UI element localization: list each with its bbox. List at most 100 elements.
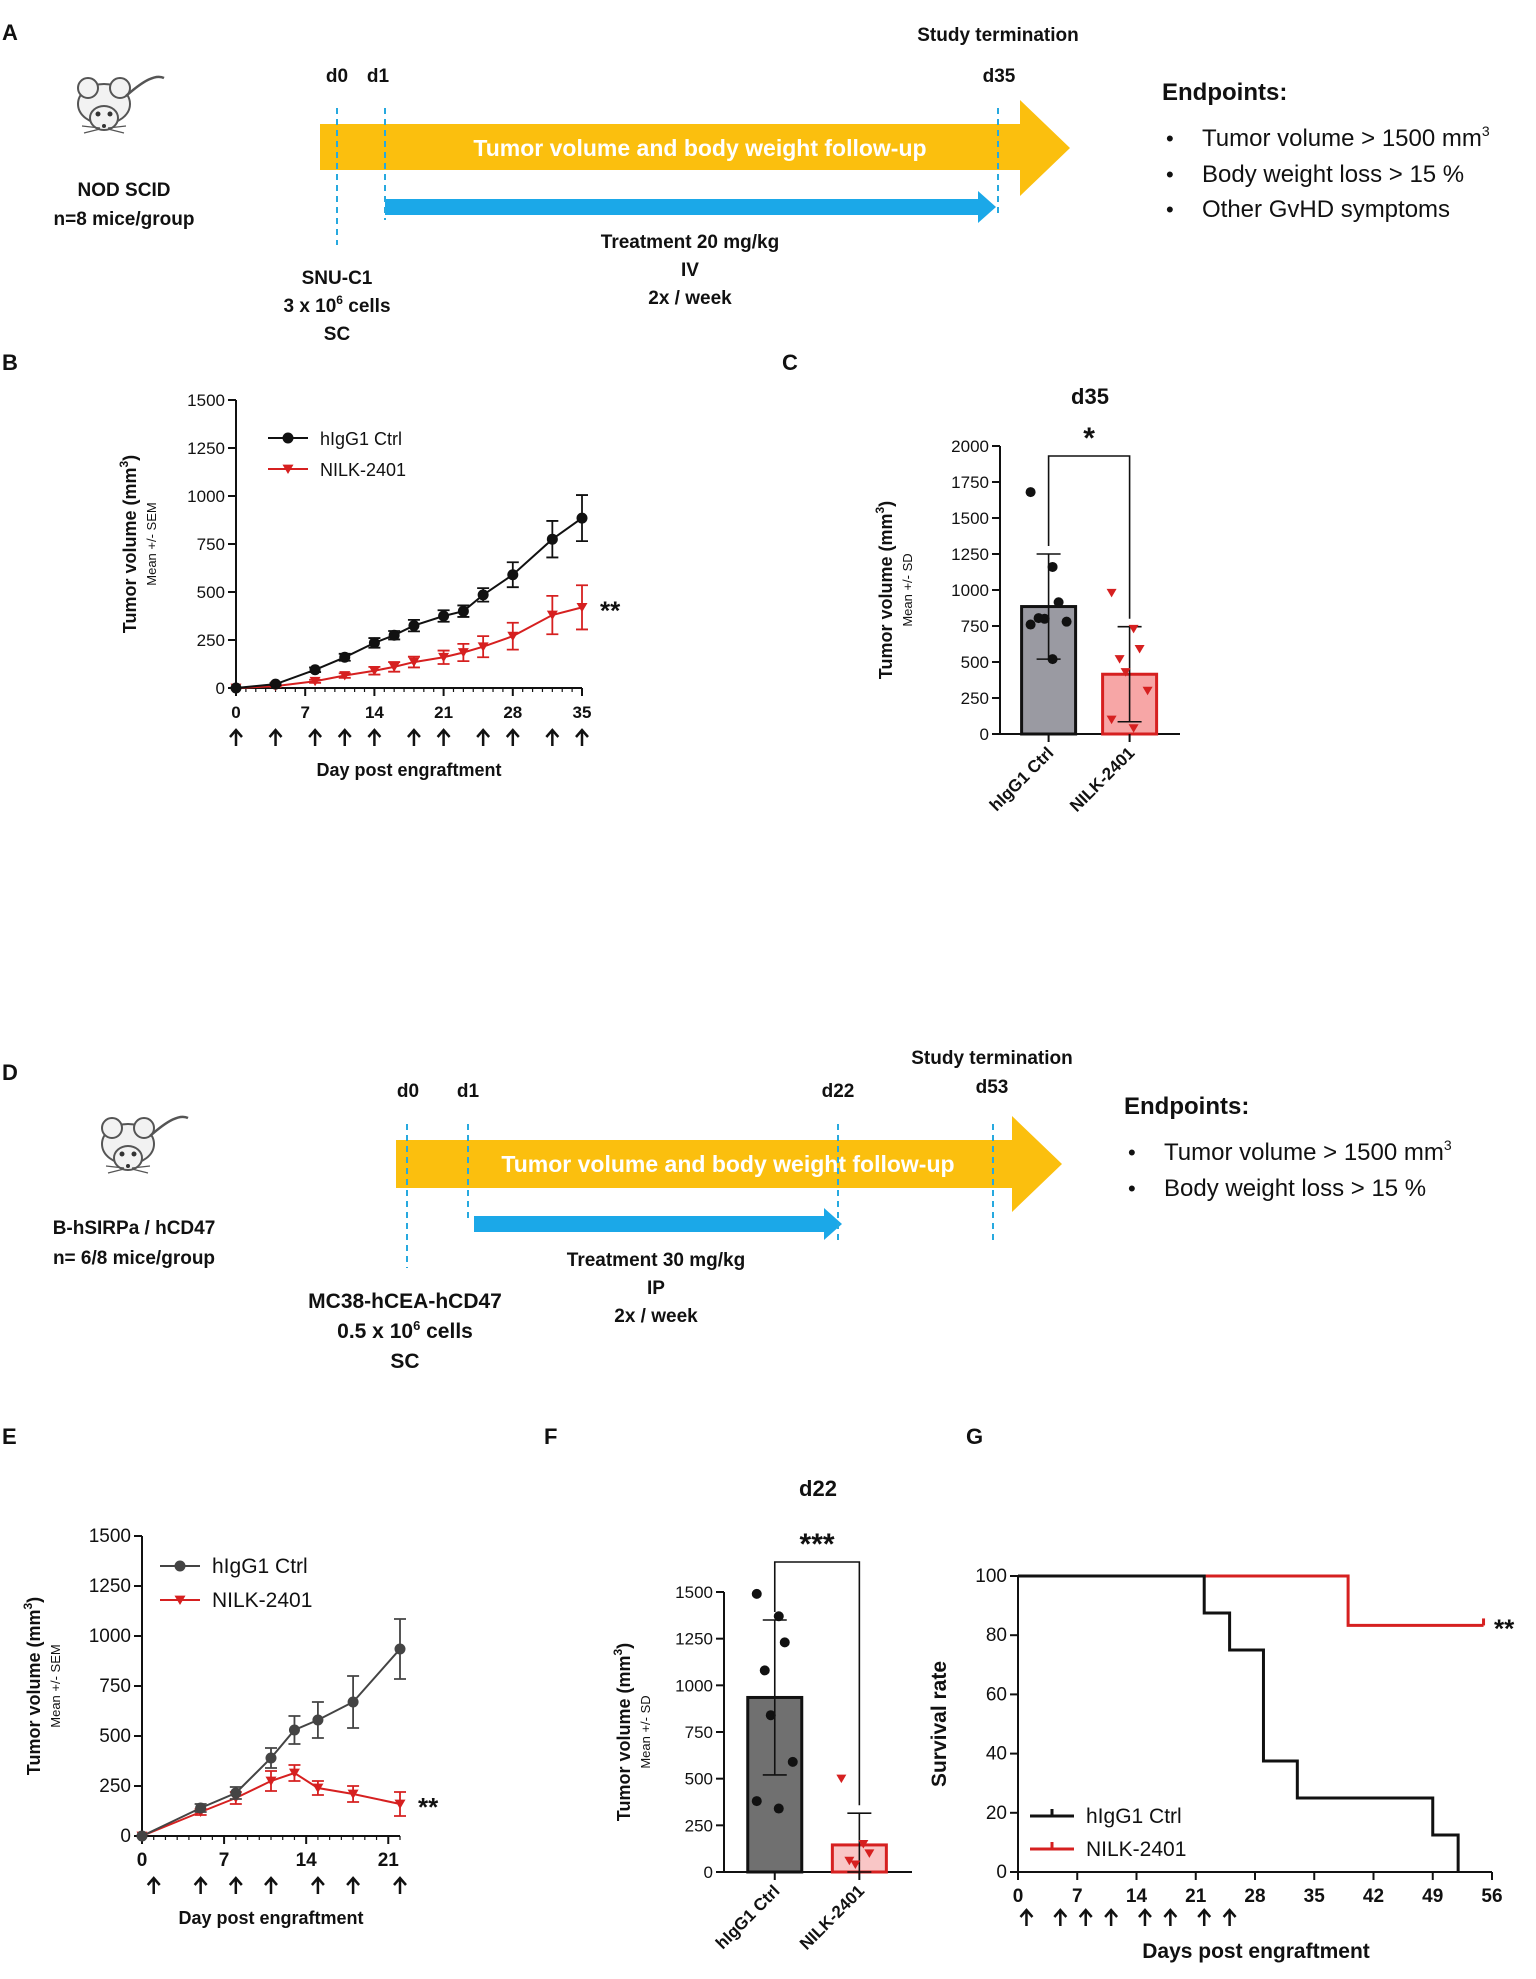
survival-curve — [1018, 1574, 1484, 1627]
treatment-route: IP — [647, 1278, 665, 1299]
chart-e: E 0 250 500 750 1000 1250 1500 0 7 14 21 Day post en… — [2, 1424, 439, 1928]
endpoints-title: Endpoints: — [1124, 1093, 1249, 1120]
dosing-arrow — [505, 728, 520, 746]
data-point — [773, 1611, 784, 1622]
y-axis-sublabel: Mean +/- SEM — [48, 1644, 63, 1727]
data-point — [1047, 654, 1058, 665]
x-axis-label: Day post engraftment — [316, 760, 501, 780]
data-point — [1025, 487, 1036, 498]
y-axis-label: Tumor volume (mm3) — [21, 1597, 44, 1775]
chart-f: F 0 250 500 750 1000 1250 1500 Tumor volume (mm3… — [544, 1424, 912, 1954]
data-point — [1120, 668, 1131, 677]
data-point — [339, 671, 351, 681]
y-tick-label: 250 — [99, 1776, 131, 1797]
cells-count-prefix: 3 x 10 — [283, 296, 336, 317]
y-axis-label: Tumor volume (mm3) — [117, 455, 140, 633]
x-tick-label: 7 — [1072, 1886, 1083, 1907]
y-tick-label: 80 — [986, 1625, 1007, 1646]
x-tick-label: hIgG1 Ctrl — [712, 1881, 784, 1953]
y-tick-label: 1500 — [89, 1526, 131, 1547]
data-point — [1047, 561, 1058, 572]
x-tick-label: NILK-2401 — [796, 1881, 868, 1953]
data-point — [312, 1714, 324, 1726]
y-tick-label: 1000 — [89, 1626, 131, 1647]
legend-label: NILK-2401 — [212, 1589, 312, 1612]
y-tick-label: 250 — [197, 631, 225, 650]
dosing-arrow — [310, 1876, 325, 1894]
data-point — [1106, 715, 1117, 725]
data-point — [850, 1860, 861, 1870]
x-tick-label: 7 — [219, 1850, 230, 1871]
mouse-strain: NOD SCID — [78, 180, 171, 201]
y-tick-label: 1500 — [675, 1583, 713, 1602]
data-point — [309, 676, 321, 687]
data-point — [546, 610, 558, 620]
y-tick-label: 1250 — [951, 545, 989, 564]
y-tick-label: 1750 — [951, 473, 989, 492]
y-tick-label: 250 — [961, 689, 989, 708]
y-tick-label: 1250 — [187, 439, 225, 458]
chart-title: d22 — [799, 1476, 837, 1501]
y-axis-label: Tumor volume (mm3) — [873, 501, 896, 679]
y-axis-label-sup: 3 — [611, 1649, 625, 1656]
endpoint-1-text: Tumor volume > 1500 mm — [1202, 125, 1482, 152]
y-axis-sublabel: Mean +/- SD — [900, 553, 915, 626]
y-tick-label: 750 — [685, 1723, 713, 1742]
x-tick-label: 14 — [365, 703, 384, 722]
error-bar — [762, 1619, 787, 1776]
data-point — [438, 610, 450, 622]
dosing-arrow — [545, 728, 560, 746]
dosing-arrow — [476, 728, 491, 746]
study-termination: Study termination — [917, 25, 1079, 46]
data-point — [394, 1643, 406, 1655]
d1-label: d1 — [457, 1081, 480, 1102]
y-tick-label: 100 — [975, 1566, 1007, 1587]
y-axis-label-close: ) — [876, 501, 896, 507]
y-tick-label: 500 — [197, 583, 225, 602]
data-point — [265, 1752, 277, 1764]
x-tick-label: 35 — [1304, 1886, 1326, 1907]
data-point — [836, 1774, 847, 1784]
chart-title: d35 — [1071, 384, 1109, 409]
cells-name: MC38-hCEA-hCD47 — [308, 1290, 502, 1313]
data-point — [282, 464, 294, 474]
data-point — [288, 1768, 300, 1778]
y-axis-label-close: ) — [614, 1643, 634, 1649]
dosing-arrow — [436, 728, 451, 746]
followup-arrow — [320, 100, 1070, 196]
data-point — [408, 620, 420, 632]
data-point — [1039, 613, 1050, 624]
data-point — [265, 1776, 277, 1786]
data-point — [312, 1783, 324, 1793]
followup-label: Tumor volume and body weight follow-up — [473, 135, 926, 161]
chart-g: G 0 20 40 60 80 100 0 7 14 21 28 35 42 49 56 Days post e… — [928, 1424, 1515, 1963]
y-tick-label: 0 — [704, 1863, 713, 1882]
cells-count: 0.5 x 106 cells — [337, 1318, 473, 1343]
cells-count: 3 x 106 cells — [283, 293, 390, 317]
data-point — [282, 432, 294, 444]
data-point — [1128, 724, 1139, 733]
chart-b: B 0 250 500 750 1000 1250 1500 0 7 14 21 28 35 Day pos… — [2, 350, 621, 780]
data-point — [765, 1710, 776, 1721]
dosing-arrow — [1163, 1908, 1178, 1926]
data-point — [195, 1802, 207, 1814]
y-tick-label: 1250 — [89, 1576, 131, 1597]
treatment-arrow — [474, 1208, 842, 1240]
y-tick-label: 750 — [961, 617, 989, 636]
data-point — [576, 602, 588, 613]
chart-c: C 0 250 500 750 1000 1250 1500 1750 2000 Tumor vol… — [782, 350, 1180, 816]
data-point — [438, 652, 450, 663]
dosing-arrow — [146, 1876, 161, 1894]
data-point — [864, 1849, 875, 1858]
x-tick-label: 7 — [300, 703, 309, 722]
significance-bracket — [1047, 455, 1131, 619]
data-point — [751, 1588, 762, 1599]
dosing-arrow — [1197, 1908, 1212, 1926]
group-size: n= 6/8 mice/group — [53, 1248, 215, 1269]
x-tick-label: 0 — [1013, 1886, 1024, 1907]
dosing-arrow — [367, 728, 382, 746]
significance-label: ** — [600, 595, 621, 625]
significance-label: ** — [418, 1792, 439, 1822]
endpoint-1: Tumor volume > 1500 mm3 — [1202, 123, 1490, 152]
d0-label: d0 — [397, 1081, 419, 1102]
